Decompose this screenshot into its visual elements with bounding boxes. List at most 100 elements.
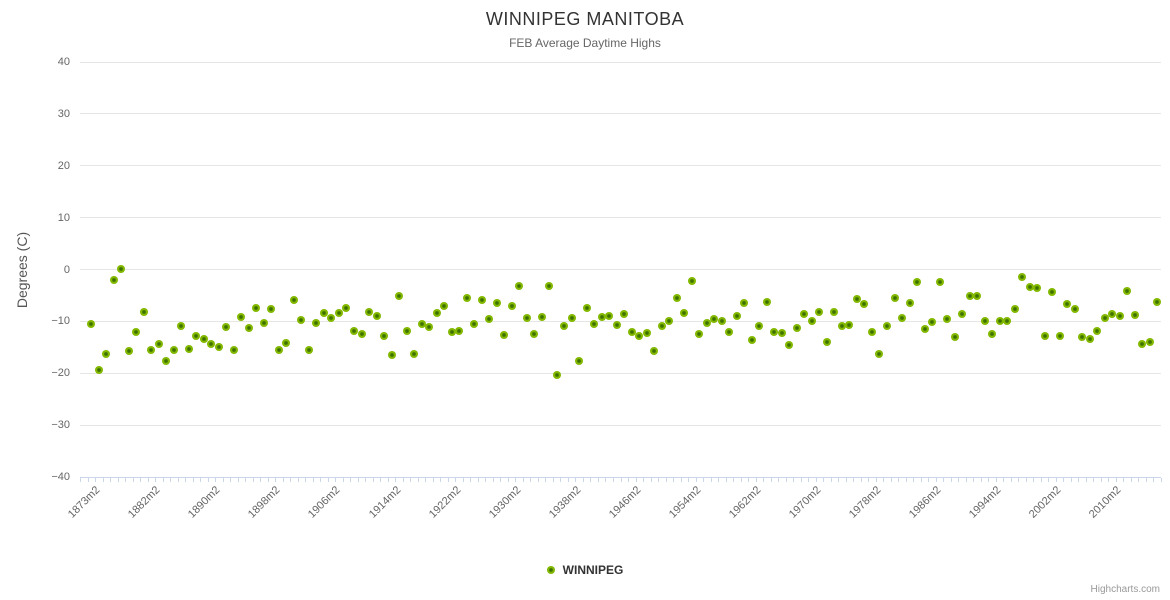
data-point[interactable]	[928, 318, 937, 327]
data-point[interactable]	[822, 338, 831, 347]
data-point[interactable]	[1115, 311, 1124, 320]
data-point[interactable]	[995, 316, 1004, 325]
data-point[interactable]	[898, 314, 906, 323]
data-point[interactable]	[124, 347, 133, 356]
data-point[interactable]	[1040, 331, 1049, 340]
data-point[interactable]	[657, 322, 666, 331]
data-point[interactable]	[845, 321, 854, 329]
data-point[interactable]	[1033, 283, 1042, 292]
data-point[interactable]	[687, 276, 696, 285]
data-point[interactable]	[1145, 337, 1154, 346]
data-point[interactable]	[410, 350, 419, 359]
data-point[interactable]	[875, 350, 884, 359]
data-point[interactable]	[973, 291, 982, 300]
data-point[interactable]	[274, 345, 283, 354]
data-point[interactable]	[447, 327, 456, 336]
data-point[interactable]	[259, 319, 268, 328]
data-point[interactable]	[222, 322, 231, 331]
data-point[interactable]	[1153, 297, 1162, 306]
data-point[interactable]	[530, 330, 539, 339]
data-point[interactable]	[537, 313, 546, 322]
legend-item-winnipeg[interactable]: WINNIPEG	[0, 563, 1170, 577]
data-point[interactable]	[199, 335, 208, 343]
data-point[interactable]	[282, 338, 291, 347]
data-point[interactable]	[117, 264, 126, 273]
data-point[interactable]	[462, 293, 471, 302]
data-point[interactable]	[1063, 300, 1072, 309]
data-point[interactable]	[935, 278, 944, 287]
data-point[interactable]	[560, 322, 569, 331]
data-point[interactable]	[440, 301, 449, 310]
data-point[interactable]	[958, 309, 967, 318]
data-point[interactable]	[882, 322, 891, 331]
data-point[interactable]	[1003, 316, 1012, 325]
data-point[interactable]	[94, 366, 103, 375]
data-point[interactable]	[139, 308, 148, 317]
data-point[interactable]	[342, 304, 351, 313]
data-point[interactable]	[777, 329, 786, 338]
data-point[interactable]	[732, 311, 741, 320]
data-point[interactable]	[867, 328, 876, 337]
data-point[interactable]	[470, 320, 479, 329]
data-point[interactable]	[214, 343, 223, 352]
data-point[interactable]	[582, 303, 591, 312]
data-point[interactable]	[627, 327, 636, 336]
data-point[interactable]	[417, 319, 426, 328]
data-point[interactable]	[304, 345, 313, 354]
data-point[interactable]	[710, 314, 719, 323]
data-point[interactable]	[207, 339, 216, 348]
data-point[interactable]	[1018, 272, 1027, 281]
data-point[interactable]	[507, 301, 516, 310]
data-point[interactable]	[950, 333, 959, 342]
data-point[interactable]	[237, 313, 246, 322]
data-point[interactable]	[252, 303, 261, 312]
data-point[interactable]	[1093, 326, 1102, 335]
data-point[interactable]	[552, 371, 561, 380]
data-point[interactable]	[1025, 282, 1034, 291]
data-point[interactable]	[943, 314, 952, 323]
data-point[interactable]	[402, 326, 411, 335]
data-point[interactable]	[800, 310, 809, 319]
data-point[interactable]	[1108, 310, 1117, 319]
data-point[interactable]	[334, 309, 343, 318]
data-point[interactable]	[605, 312, 614, 321]
data-point[interactable]	[590, 319, 599, 328]
data-point[interactable]	[522, 313, 531, 322]
data-point[interactable]	[597, 312, 606, 321]
data-point[interactable]	[1123, 286, 1132, 295]
data-point[interactable]	[980, 317, 989, 326]
data-point[interactable]	[785, 340, 794, 349]
data-point[interactable]	[380, 332, 389, 341]
data-point[interactable]	[642, 329, 651, 338]
data-point[interactable]	[289, 296, 298, 305]
data-point[interactable]	[913, 278, 922, 287]
data-point[interactable]	[650, 347, 659, 356]
data-point[interactable]	[327, 313, 336, 322]
data-point[interactable]	[575, 356, 584, 365]
data-point[interactable]	[702, 319, 711, 328]
data-point[interactable]	[1100, 314, 1109, 323]
data-point[interactable]	[1055, 331, 1064, 340]
data-point[interactable]	[372, 312, 381, 321]
data-point[interactable]	[267, 305, 276, 314]
data-point[interactable]	[485, 314, 494, 323]
data-point[interactable]	[109, 276, 118, 285]
data-point[interactable]	[905, 298, 914, 307]
data-point[interactable]	[792, 324, 801, 333]
data-point[interactable]	[1130, 311, 1139, 320]
data-point[interactable]	[297, 316, 306, 325]
data-point[interactable]	[545, 282, 554, 291]
data-point[interactable]	[665, 316, 674, 325]
data-point[interactable]	[244, 324, 253, 333]
data-point[interactable]	[815, 307, 824, 316]
data-point[interactable]	[672, 293, 681, 302]
data-point[interactable]	[965, 291, 974, 300]
data-point[interactable]	[852, 295, 861, 304]
data-point[interactable]	[132, 327, 141, 336]
data-point[interactable]	[177, 322, 186, 331]
data-point[interactable]	[192, 331, 201, 340]
data-point[interactable]	[312, 319, 321, 328]
data-point[interactable]	[515, 281, 524, 290]
data-point[interactable]	[717, 316, 726, 325]
data-point[interactable]	[860, 300, 869, 309]
